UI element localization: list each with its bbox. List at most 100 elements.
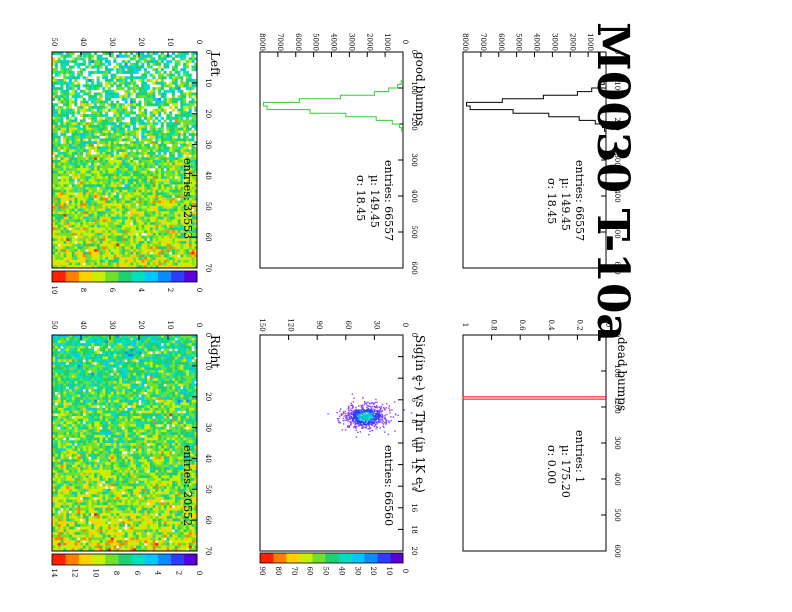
left-map-cell bbox=[127, 138, 131, 142]
sig-vs-thr-point bbox=[360, 420, 363, 422]
left-map-cell bbox=[171, 92, 175, 96]
left-map-cell bbox=[121, 216, 125, 220]
left-map-cell bbox=[54, 197, 58, 201]
left-map-cell bbox=[124, 146, 128, 150]
left-map-cell bbox=[188, 89, 192, 93]
left-map-cell bbox=[160, 232, 164, 236]
left-map-cell bbox=[88, 205, 92, 209]
left-map-cell bbox=[130, 251, 134, 255]
left-map-cell bbox=[174, 187, 178, 190]
left-map-cell bbox=[77, 135, 81, 139]
left-map-cell bbox=[152, 151, 156, 155]
left-map-cell bbox=[107, 119, 111, 123]
left-map-cell bbox=[191, 197, 195, 201]
right-map-cell bbox=[152, 348, 156, 352]
left-map-cell bbox=[118, 79, 123, 82]
left-map-cell bbox=[96, 176, 100, 180]
left-map-cell bbox=[68, 108, 72, 112]
left-map-cell bbox=[79, 262, 83, 266]
left-map-cell bbox=[60, 265, 64, 269]
right-map-cell bbox=[79, 348, 83, 352]
left-map-cell bbox=[194, 124, 198, 128]
left-map-cell bbox=[68, 224, 72, 228]
sig-vs-thr-point bbox=[350, 415, 352, 417]
left-map-cell bbox=[157, 246, 162, 250]
left-map-cell bbox=[99, 97, 103, 101]
right-map-cell bbox=[174, 345, 178, 349]
left-map-cell bbox=[194, 84, 198, 88]
left-map-cell bbox=[104, 133, 109, 136]
left-map-cell bbox=[180, 138, 184, 142]
left-map-cell bbox=[54, 103, 58, 107]
sig-vs-thr-point bbox=[358, 405, 360, 407]
sig-vs-thr-point bbox=[363, 423, 366, 426]
left-map-cell bbox=[93, 232, 97, 236]
left-map-cell bbox=[141, 149, 145, 153]
good-bumps-x-tick-label: 200 bbox=[410, 117, 418, 130]
right-map-cell bbox=[85, 353, 89, 357]
left-map-cell bbox=[194, 257, 198, 261]
sig-vs-thr-point bbox=[394, 413, 397, 415]
left-map-cell bbox=[157, 227, 162, 231]
left-map-cell bbox=[124, 162, 128, 166]
left-map-cell bbox=[177, 62, 181, 66]
left-map-cell bbox=[79, 143, 83, 147]
left-map-cell bbox=[63, 197, 67, 201]
left-map-cell bbox=[82, 195, 86, 199]
left-map-cell bbox=[157, 119, 162, 123]
left-map-cell bbox=[194, 178, 198, 182]
right-map-cell bbox=[149, 343, 153, 347]
left-map-cell bbox=[91, 111, 95, 115]
left-map-cell bbox=[146, 160, 150, 163]
sig-vs-thr-point bbox=[360, 415, 362, 418]
left-map-cell bbox=[52, 146, 56, 150]
right-map-cell bbox=[177, 337, 181, 341]
left-map-cell bbox=[157, 197, 162, 201]
left-map-cell bbox=[124, 173, 128, 177]
left-map-cell bbox=[180, 76, 184, 80]
left-map-cell bbox=[127, 208, 131, 212]
right-map-cell bbox=[68, 353, 72, 357]
left-map-cell bbox=[116, 254, 120, 258]
left-map-cell bbox=[107, 222, 111, 226]
left-map-cell bbox=[124, 192, 128, 196]
left-map-cell bbox=[138, 219, 142, 223]
left-map-cell bbox=[77, 127, 81, 131]
left-map-cell bbox=[130, 111, 134, 115]
sig-vs-thr-point bbox=[373, 410, 376, 413]
left-map-cell bbox=[104, 176, 109, 180]
left-map-cell bbox=[132, 178, 136, 182]
right-map-cell bbox=[130, 348, 134, 352]
right-map-cell bbox=[185, 343, 189, 347]
left-map-cell bbox=[188, 189, 192, 193]
left-map-cell bbox=[77, 95, 81, 99]
left-map-cell bbox=[144, 192, 148, 196]
left-map-cell bbox=[194, 160, 198, 163]
left-map-cell bbox=[107, 219, 111, 223]
left-map-cell bbox=[141, 162, 145, 166]
left-map-cell bbox=[183, 224, 187, 228]
sig-vs-thr-point bbox=[379, 421, 382, 423]
left-map-cell bbox=[52, 111, 56, 115]
left-map-cell bbox=[163, 230, 167, 234]
left-map-cell bbox=[118, 243, 123, 247]
left-map-cell bbox=[85, 170, 89, 174]
sig-vs-thr-x-tick-label: 8 bbox=[410, 419, 418, 423]
right-map-cell bbox=[85, 340, 89, 344]
left-map-cell bbox=[60, 79, 64, 82]
left-map-cell bbox=[149, 165, 153, 169]
left-map-cell bbox=[155, 127, 159, 131]
right-map-cell bbox=[99, 335, 103, 338]
right-map-cell bbox=[54, 345, 58, 349]
left-map-cell bbox=[166, 205, 170, 209]
left-map-cell bbox=[124, 97, 128, 101]
left-map-cell bbox=[127, 241, 131, 244]
sig-vs-thr-point bbox=[349, 412, 351, 415]
left-map-cell bbox=[171, 227, 175, 231]
left-map-cell bbox=[171, 127, 175, 131]
left-map-cell bbox=[177, 135, 181, 139]
left-map-cell bbox=[99, 108, 103, 112]
right-map-cell bbox=[60, 337, 64, 341]
left-map-cell bbox=[135, 162, 139, 166]
left-map-cell bbox=[144, 149, 148, 153]
